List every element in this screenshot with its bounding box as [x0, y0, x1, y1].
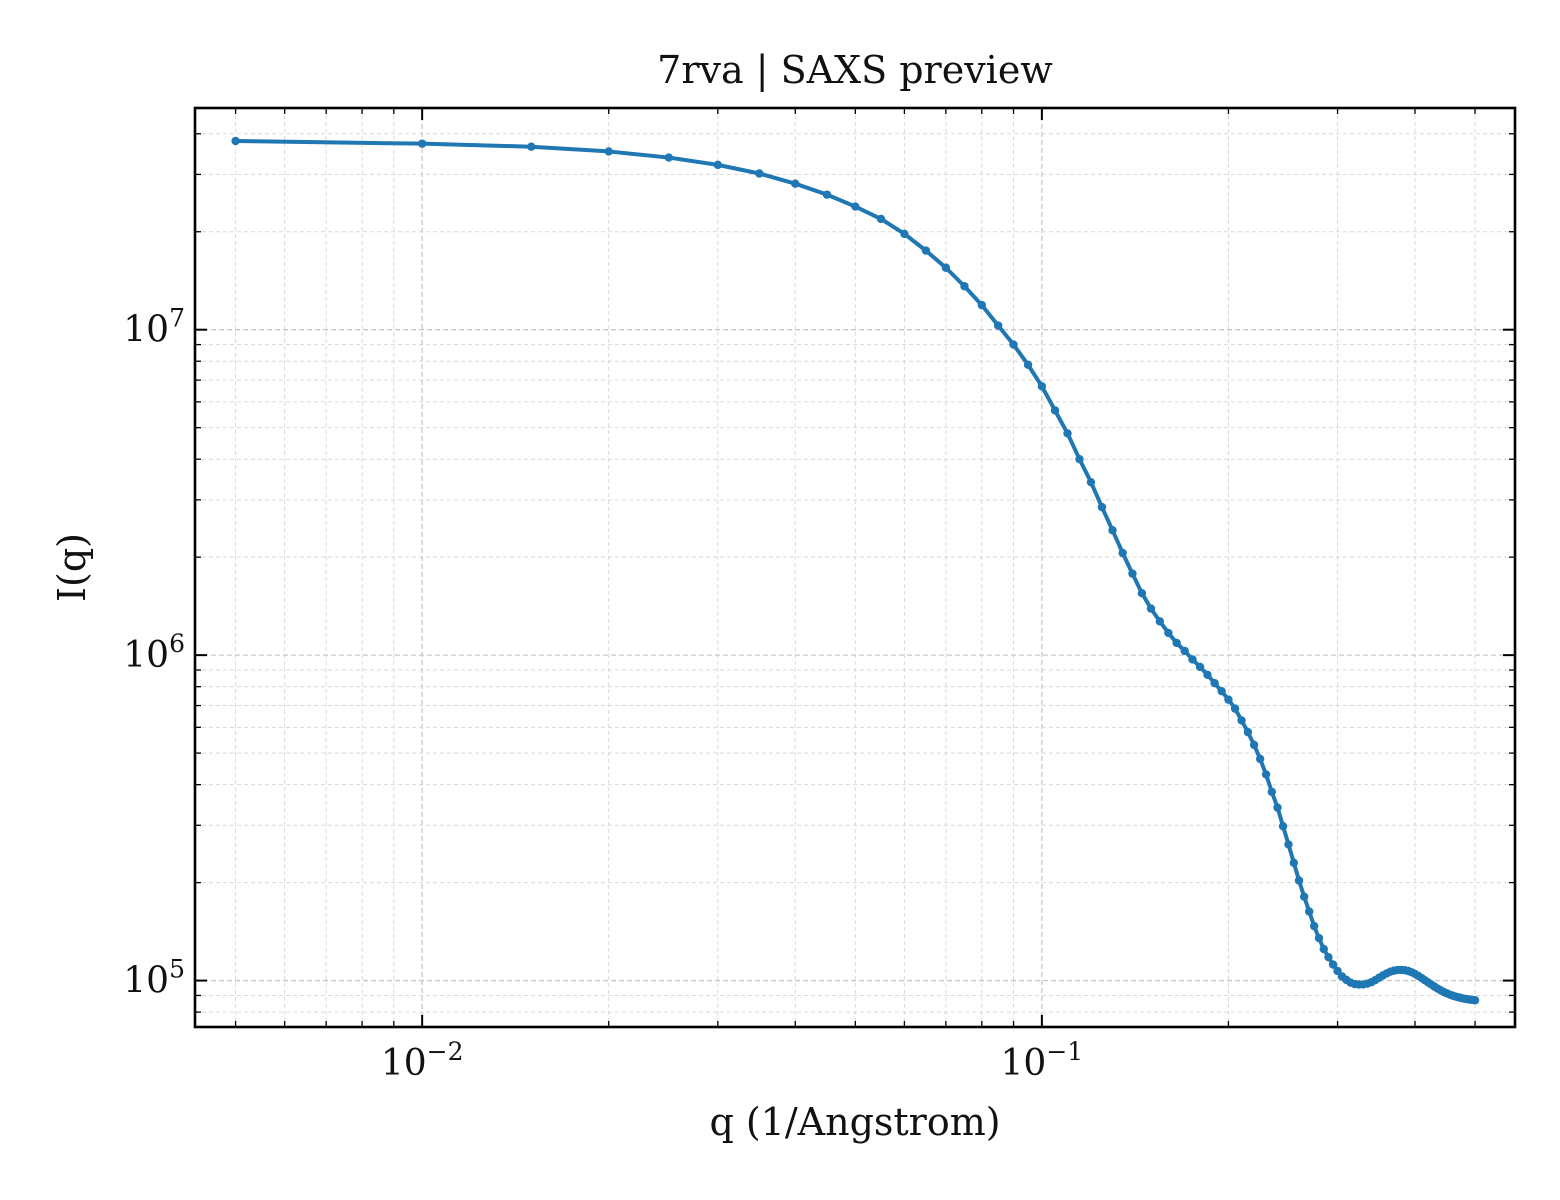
data-point — [1203, 670, 1212, 680]
data-point — [1164, 628, 1173, 638]
data-point — [1146, 604, 1156, 613]
data-point — [1237, 716, 1246, 725]
data-point — [1319, 944, 1328, 954]
data-point — [1172, 638, 1181, 648]
data-point — [1086, 477, 1096, 487]
data-point — [527, 142, 536, 151]
data-point — [1097, 502, 1107, 512]
data-point — [713, 160, 723, 170]
y-tick-label: 106 — [123, 629, 185, 676]
data-point — [1470, 996, 1480, 1005]
data-point — [1284, 840, 1293, 849]
x-axis-label: q (1/Angstrom) — [709, 1100, 1000, 1144]
y-tick-label: 107 — [123, 304, 185, 351]
data-point — [1155, 617, 1165, 626]
data-point — [755, 169, 764, 178]
data-point — [1050, 406, 1060, 415]
data-point — [1324, 952, 1333, 962]
data-point — [1128, 569, 1137, 578]
y-axis-label: I(q) — [50, 533, 94, 602]
chart-title: 7rva | SAXS preview — [657, 48, 1053, 92]
tick-labels: 10−2 10−1 105 106 107 — [123, 304, 1083, 1084]
data-point — [1278, 822, 1288, 831]
tick-marks — [195, 108, 1515, 1027]
data-point — [417, 139, 427, 148]
data-point — [977, 300, 987, 310]
data-point — [1075, 455, 1084, 464]
data-point — [791, 179, 800, 188]
data-point — [1118, 548, 1127, 558]
data-point — [1195, 662, 1205, 672]
data-point — [1314, 933, 1324, 943]
data-point — [900, 229, 909, 239]
data-point — [1305, 907, 1314, 916]
data-point — [1210, 678, 1219, 688]
data-point — [1108, 526, 1117, 535]
data-point — [1023, 360, 1033, 370]
data-point — [1294, 876, 1304, 885]
data-point — [1243, 727, 1253, 737]
data-point — [1037, 382, 1047, 391]
data-point — [1217, 686, 1226, 696]
data-point — [1255, 754, 1265, 764]
data-point — [1309, 921, 1319, 931]
data-point — [1009, 340, 1018, 349]
data-point — [1180, 646, 1189, 656]
x-tick-label: 10−2 — [381, 1037, 464, 1084]
data-point — [1230, 704, 1240, 713]
data-point — [941, 263, 951, 272]
data-point — [1249, 740, 1259, 750]
data-point — [231, 136, 240, 146]
y-tick-label: 105 — [123, 955, 185, 1002]
data-point — [876, 214, 886, 224]
data-point — [921, 246, 931, 255]
data-point — [1328, 960, 1338, 969]
data-point — [1273, 803, 1282, 812]
data-point — [851, 202, 860, 211]
data-point — [1188, 655, 1197, 664]
data-point — [1261, 770, 1271, 779]
data-point — [1289, 858, 1299, 868]
grid-lines — [195, 108, 1515, 1027]
data-point — [960, 282, 969, 291]
series-group — [231, 136, 1480, 1005]
x-tick-label: 10−1 — [1001, 1037, 1084, 1084]
data-point — [822, 190, 832, 199]
data-point — [993, 321, 1003, 330]
data-point — [1224, 695, 1233, 704]
data-point — [604, 147, 613, 156]
data-point — [1063, 429, 1072, 438]
data-point — [1137, 588, 1147, 598]
data-point — [664, 153, 673, 162]
data-point — [1299, 892, 1309, 901]
data-point — [1267, 787, 1277, 797]
